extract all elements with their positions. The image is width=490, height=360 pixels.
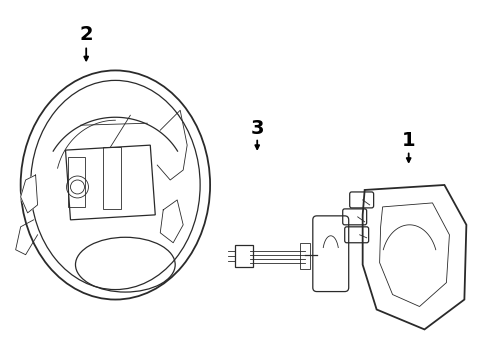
Bar xyxy=(103,147,122,209)
Text: 3: 3 xyxy=(250,118,264,138)
Bar xyxy=(68,157,85,207)
Polygon shape xyxy=(21,175,38,213)
Bar xyxy=(300,243,310,269)
Text: 2: 2 xyxy=(79,25,93,44)
Bar xyxy=(235,245,253,267)
Polygon shape xyxy=(160,200,183,243)
Text: 1: 1 xyxy=(402,131,416,150)
